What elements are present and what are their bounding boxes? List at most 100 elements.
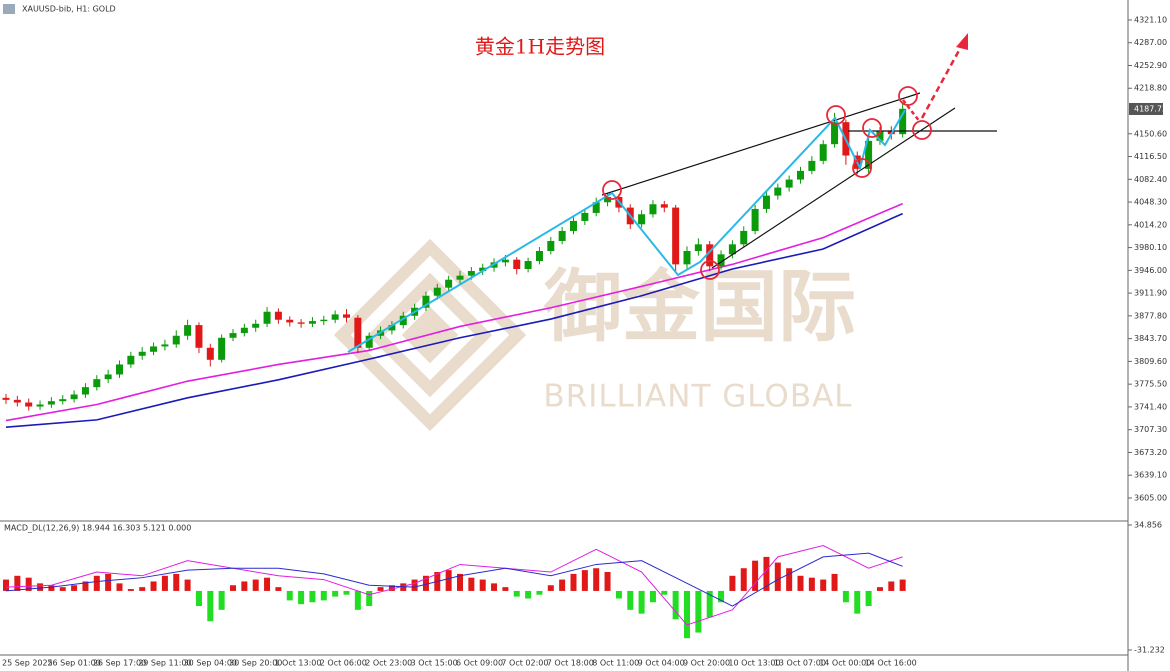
macd-bar xyxy=(230,585,236,591)
candle-body xyxy=(25,402,33,407)
macd-bar xyxy=(513,590,520,597)
macd-bar xyxy=(286,590,293,601)
macd-bar xyxy=(116,583,123,591)
candle-body xyxy=(445,279,453,288)
candle-body xyxy=(808,160,816,171)
candle-body xyxy=(354,317,362,348)
candle-body xyxy=(797,170,804,180)
x-tick-label: 30 Sep 20:00 xyxy=(229,659,282,668)
candle-body xyxy=(81,387,89,395)
candle-body xyxy=(649,204,657,215)
macd-bar xyxy=(820,579,827,591)
chart-icon xyxy=(3,4,15,14)
candle-body xyxy=(399,315,407,326)
candle-body xyxy=(604,196,612,203)
candle-body xyxy=(751,208,759,231)
macd-bar xyxy=(479,579,486,591)
macd-bar xyxy=(377,587,384,591)
candle-body xyxy=(240,327,248,334)
macd-bar xyxy=(218,590,225,610)
macd-bar xyxy=(559,579,566,591)
macd-bar xyxy=(105,573,112,591)
candle-body xyxy=(229,333,237,338)
x-tick-label: 7 Oct 02:00 xyxy=(501,659,548,668)
macd-bar xyxy=(3,579,9,591)
candle-body xyxy=(218,337,226,360)
x-tick-label: 1 Oct 13:00 xyxy=(274,659,321,668)
y-tick-label: 3877.80 xyxy=(1134,311,1167,320)
candle-body xyxy=(150,346,158,352)
y-tick-label: 4218.80 xyxy=(1134,84,1167,93)
macd-bar xyxy=(684,590,690,639)
macd-bar xyxy=(298,590,305,605)
candle-body xyxy=(365,335,373,348)
macd-bar xyxy=(899,579,906,591)
candle-body xyxy=(331,314,339,320)
macd-bar xyxy=(422,575,429,591)
macd-bar xyxy=(604,572,611,591)
chart-title: 黄金1H走势图 xyxy=(475,35,605,59)
macd-bar xyxy=(445,570,452,591)
macd-bar xyxy=(82,581,89,591)
macd-bar xyxy=(457,573,463,591)
macd-bar xyxy=(695,590,702,633)
macd-bar xyxy=(195,590,202,607)
x-tick-label: 3 Oct 15:00 xyxy=(411,659,458,668)
macd-bar xyxy=(343,590,350,595)
candle-body xyxy=(433,287,441,296)
y-tick-label: 3911.90 xyxy=(1134,289,1167,298)
macd-bar xyxy=(729,575,736,591)
macd-bar xyxy=(139,587,146,591)
candle-body xyxy=(638,214,646,225)
macd-bar xyxy=(502,587,509,591)
y-tick-label: 3809.60 xyxy=(1134,357,1167,366)
x-tick-label: 6 Oct 09:00 xyxy=(456,659,503,668)
candle-body xyxy=(774,187,782,196)
candle-body xyxy=(286,319,294,323)
macd-bar xyxy=(718,590,725,603)
macd-bar xyxy=(786,568,793,591)
last-price: 4187.73 xyxy=(1134,104,1167,113)
y-tick-label: 3741.40 xyxy=(1134,402,1167,411)
macd-bar xyxy=(241,581,248,591)
candle-body xyxy=(70,394,78,400)
candle-body xyxy=(116,364,123,375)
macd-bar xyxy=(93,575,100,591)
candle-body xyxy=(762,195,770,209)
x-tick-label: 26 Sep 01:00 xyxy=(47,659,100,668)
candle-body xyxy=(831,122,839,145)
candle-body xyxy=(558,230,566,241)
macd-bar xyxy=(207,590,214,622)
macd-bar xyxy=(354,590,361,610)
x-tick-label: 8 Oct 11:00 xyxy=(592,659,639,668)
macd-bar xyxy=(525,590,532,599)
candle-body xyxy=(343,314,350,318)
macd-bar xyxy=(649,590,656,603)
macd-bar xyxy=(48,585,55,591)
x-tick-label: 14 Oct 16:00 xyxy=(865,659,917,668)
macd-bar xyxy=(161,575,168,591)
macd-bar xyxy=(491,583,498,591)
candle-body xyxy=(706,244,714,267)
x-tick-label: 29 Sep 11:00 xyxy=(138,659,191,668)
candle-body xyxy=(274,311,282,320)
macd-bar xyxy=(71,585,78,591)
candle-body xyxy=(2,397,10,400)
candle-body xyxy=(728,244,736,255)
macd-bar xyxy=(14,575,21,591)
candle-body xyxy=(513,259,521,270)
x-tick-label: 7 Oct 18:00 xyxy=(547,659,594,668)
candle-body xyxy=(388,325,396,331)
macd-bar xyxy=(388,585,395,591)
macd-bar xyxy=(536,590,543,595)
x-tick-label: 13 Oct 07:00 xyxy=(774,659,826,668)
macd-bar xyxy=(332,590,339,597)
candle-body xyxy=(320,319,328,322)
macd-bar xyxy=(615,590,622,599)
candle-body xyxy=(876,130,884,141)
macd-bar xyxy=(593,568,600,591)
y-tick-label: 3775.50 xyxy=(1134,380,1167,389)
x-tick-label: 9 Oct 20:00 xyxy=(683,659,730,668)
x-tick-label: 14 Oct 00:00 xyxy=(819,659,871,668)
